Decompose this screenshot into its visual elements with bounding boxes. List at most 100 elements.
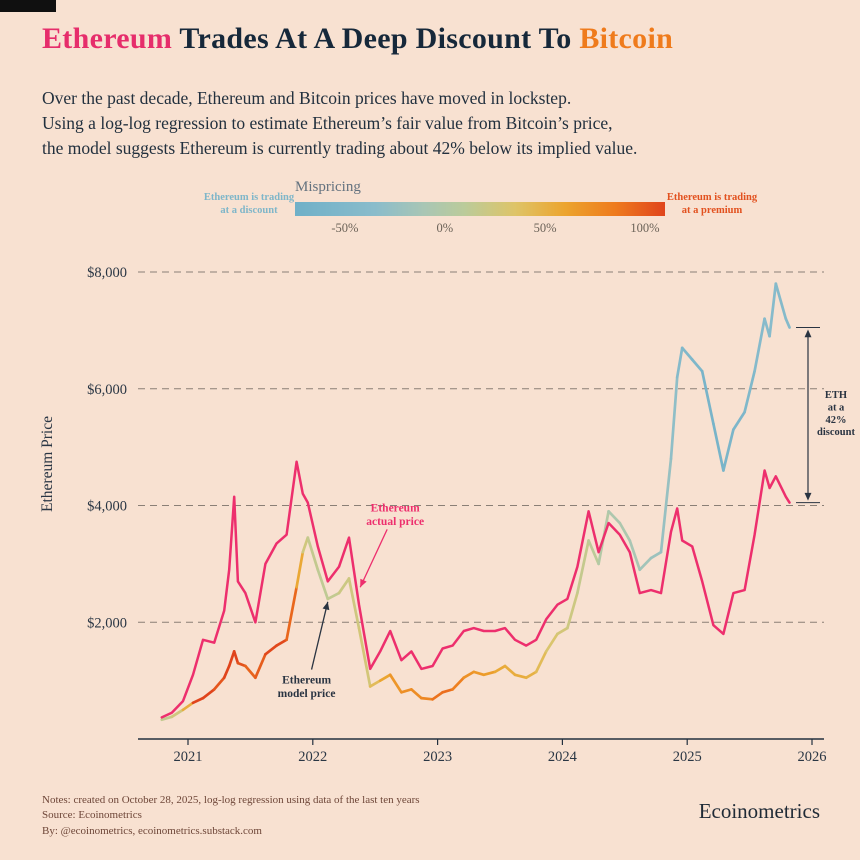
actual-price-line	[160, 460, 791, 719]
model-price-segment	[160, 715, 174, 722]
model-price-segment	[587, 539, 600, 566]
model-price-segment	[628, 539, 642, 572]
x-tick-label: 2026	[798, 749, 827, 765]
x-tick-label: 2024	[548, 749, 578, 765]
model-price-segment	[400, 688, 413, 694]
model-price-segment	[232, 650, 240, 665]
model-price-segment	[669, 375, 679, 461]
model-price-segment	[227, 650, 236, 668]
model-price-line	[160, 282, 791, 722]
y-axis-label: Ethereum Price	[39, 416, 56, 512]
y-tick-label: $2,000	[87, 615, 127, 631]
model-price-segment	[357, 626, 372, 688]
subtitle-line: the model suggests Ethereum is currently…	[42, 137, 638, 158]
model-price-segment	[712, 422, 725, 472]
model-price-segment	[295, 550, 305, 589]
model-price-segment	[306, 536, 320, 572]
model-price-segment	[722, 428, 735, 472]
y-tick-label: $6,000	[87, 382, 127, 398]
model-price-segment	[618, 521, 632, 542]
model-price-segment	[254, 653, 267, 680]
model-price-segment	[326, 591, 341, 601]
arrowhead	[804, 492, 812, 501]
arrowhead	[322, 601, 330, 611]
model-price-segment	[388, 673, 403, 694]
model-price-segment	[566, 591, 579, 630]
discount-side-label: Ethereum is trading at a discount	[203, 192, 295, 217]
model-price-segment	[462, 670, 476, 680]
gridlines	[138, 271, 824, 623]
model-price-segment	[753, 317, 766, 373]
title-ethereum: Ethereum	[42, 22, 173, 55]
annotations: Ethereum actual price Ethereum model price E…	[278, 326, 855, 701]
model-price-segment	[524, 670, 538, 680]
model-price-annotation: Ethereum model price	[278, 675, 336, 701]
page-title: Ethereum Trades At A Deep Discount To Bi…	[42, 22, 673, 56]
model-price-segment	[431, 690, 444, 701]
model-price-segment	[534, 650, 548, 674]
corner-mark	[0, 0, 56, 12]
footer-notes-line: Source: Ecoinometrics	[42, 809, 142, 822]
model-price-segment	[503, 664, 517, 677]
model-price-segment	[201, 688, 216, 700]
footer-notes-line: Notes: created on October 28, 2025, log-…	[42, 794, 420, 806]
model-price-segment	[441, 688, 454, 694]
model-price-segment	[638, 556, 653, 572]
y-tick-label: $8,000	[87, 265, 127, 281]
model-price-segment	[451, 676, 466, 691]
model-price-segment	[301, 536, 310, 554]
model-price-segment	[337, 577, 351, 595]
model-price-segment	[544, 632, 559, 653]
model-price-segment	[774, 282, 788, 321]
model-price-segment	[556, 626, 569, 636]
title-bitcoin: Bitcoin	[579, 22, 674, 55]
annotation-arrow	[310, 601, 329, 670]
actual-price-path	[160, 460, 791, 719]
brand-logo: Ecoinometrics	[698, 799, 820, 823]
premium-side-label: Ethereum is trading at a premium	[666, 192, 758, 217]
x-tick-label: 2022	[298, 749, 327, 765]
subtitle: Over the past decade, Ethereum and Bitco…	[42, 86, 637, 161]
model-price-segment	[576, 539, 590, 595]
model-price-segment	[732, 410, 746, 431]
subtitle-line: Using a log-log regression to estimate E…	[42, 112, 613, 133]
model-price-segment	[675, 346, 684, 379]
axes: $2,000 $4,000 $6,000 $8,000 2021 2022 2023 2024…	[39, 265, 827, 765]
model-price-segment	[181, 701, 195, 712]
model-price-segment	[378, 673, 392, 682]
model-price-segment	[275, 638, 288, 647]
mispricing-colorbar	[295, 202, 665, 216]
model-price-segment	[316, 568, 330, 601]
model-price-segment	[410, 688, 423, 700]
model-price-segment	[743, 369, 756, 414]
model-price-segment	[680, 346, 694, 361]
model-price-segment	[700, 369, 715, 426]
model-price-segment	[244, 664, 257, 680]
model-price-segment	[368, 679, 382, 688]
model-price-segment	[690, 358, 704, 373]
model-price-segment	[784, 317, 791, 329]
model-price-segment	[420, 696, 434, 701]
colorbar-tick-label: -50%	[331, 221, 359, 235]
model-price-segment	[264, 644, 278, 656]
model-price-segment	[285, 585, 298, 642]
model-price-segment	[482, 670, 497, 677]
model-price-segment	[191, 696, 205, 705]
colorbar-tick-label: 50%	[533, 221, 557, 235]
model-price-segment	[649, 550, 663, 560]
model-price-segment	[170, 708, 185, 719]
model-price-segment	[513, 673, 528, 680]
footer-notes-line: By: @ecoinometrics, ecoinometrics.substa…	[42, 824, 262, 837]
title-middle: Trades At A Deep Discount To	[172, 22, 580, 55]
footer-notes: Notes: created on October 28, 2025, log-…	[42, 793, 420, 839]
colorbar-tick-label: 100%	[630, 221, 660, 235]
annotation-arrow	[359, 529, 388, 588]
x-tick-label: 2025	[673, 749, 702, 765]
model-price-segment	[768, 282, 778, 338]
subtitle-line: Over the past decade, Ethereum and Bitco…	[42, 88, 572, 108]
actual-price-annotation: Ethereum actual price	[366, 502, 424, 528]
y-tick-label: $4,000	[87, 499, 127, 515]
model-price-segment	[607, 509, 622, 525]
x-tick-label: 2021	[174, 749, 203, 765]
